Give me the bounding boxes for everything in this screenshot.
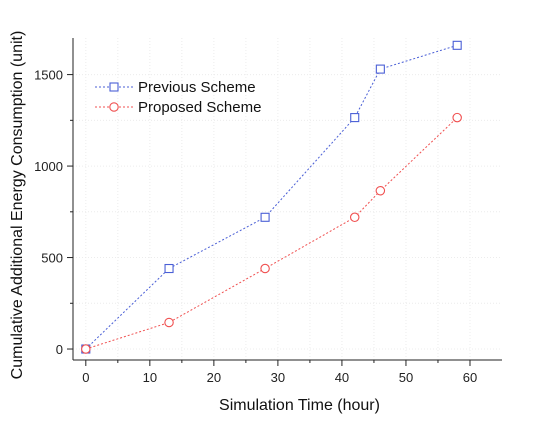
data-point [260, 212, 270, 222]
y-axis-title: Cumulative Additional Energy Consumption… [9, 31, 26, 380]
y-tick-label: 0 [56, 342, 63, 357]
ticks: 0 10 20 30 40 50 60 0 500 1000 1500 [34, 68, 477, 385]
y-tick-label: 1500 [34, 68, 63, 83]
legend-item: Previous Scheme [95, 79, 256, 96]
data-point [350, 113, 360, 123]
x-tick-label: 50 [399, 370, 413, 385]
x-tick-label: 40 [335, 370, 349, 385]
series-proposed-scheme [81, 112, 462, 354]
legend: Previous Scheme Proposed Scheme [95, 79, 261, 116]
legend-marker [109, 102, 119, 112]
x-tick-label: 60 [463, 370, 477, 385]
legend-label: Proposed Scheme [138, 99, 261, 116]
legend-marker [109, 82, 119, 92]
x-tick-label: 20 [207, 370, 221, 385]
data-point [164, 317, 174, 328]
x-tick-label: 30 [271, 370, 285, 385]
series-line [85, 44, 458, 350]
y-tick-label: 1000 [34, 159, 63, 174]
y-tick-label: 500 [41, 251, 63, 266]
data-point [81, 344, 91, 354]
axes [72, 38, 502, 361]
data-point [164, 263, 174, 274]
data-point [375, 186, 386, 196]
x-axis-title: Simulation Time (hour) [219, 397, 380, 414]
data-point [349, 212, 360, 223]
legend-item: Proposed Scheme [95, 99, 261, 116]
x-tick-label: 10 [143, 370, 157, 385]
x-tick-label: 0 [82, 370, 89, 385]
series-line [85, 117, 458, 350]
data-point [452, 112, 462, 123]
data-point [452, 40, 462, 50]
legend-label: Previous Scheme [138, 79, 256, 96]
grid [73, 38, 502, 360]
data-point [260, 263, 270, 274]
data-point [375, 64, 385, 74]
series [81, 40, 462, 354]
